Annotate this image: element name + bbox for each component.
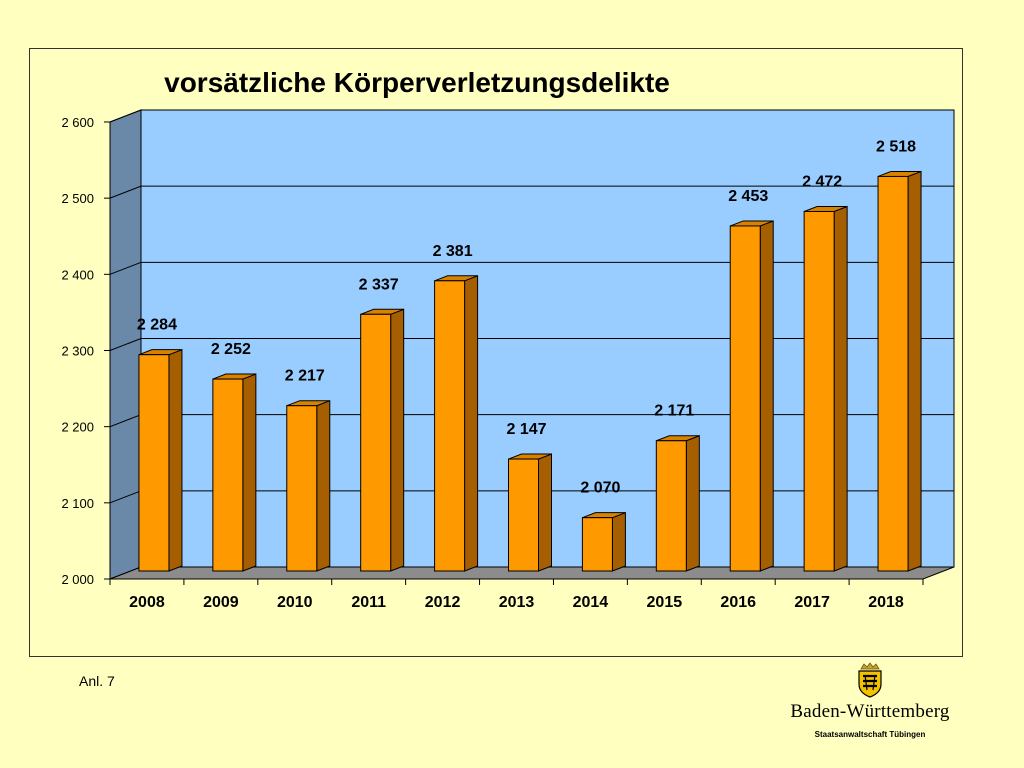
bar — [729, 225, 761, 572]
coat-of-arms-icon — [858, 662, 882, 698]
annex-label: Anl. 7 — [79, 673, 115, 689]
x-tick-label: 2010 — [277, 594, 313, 611]
gridline-side — [109, 414, 142, 428]
gridline-side — [109, 109, 142, 123]
data-label: 2 171 — [654, 403, 694, 420]
x-tick-label: 2017 — [794, 594, 830, 611]
bar — [877, 175, 909, 572]
x-tick-label: 2015 — [647, 594, 683, 611]
bar-side — [759, 220, 774, 572]
bar-side — [685, 435, 700, 572]
data-label: 2 337 — [359, 276, 399, 293]
y-tick-label: 2 200 — [61, 420, 94, 435]
logo-name: Baden-Württemberg — [790, 701, 950, 722]
gridline-side — [109, 185, 142, 199]
chart-title: vorsätzliche Körperverletzungsdelikte — [164, 67, 670, 98]
bar-side — [316, 399, 331, 572]
data-label: 2 252 — [211, 341, 251, 358]
x-tick-label: 2011 — [351, 594, 386, 611]
bar — [360, 313, 392, 572]
bar — [286, 405, 318, 572]
gridline-side — [109, 338, 142, 351]
x-tick-label: 2012 — [425, 594, 461, 611]
x-tick-label: 2014 — [573, 594, 609, 611]
bar-chart: vorsätzliche Körperverletzungsdelikte 2 0… — [61, 67, 955, 611]
data-label: 2 070 — [580, 480, 620, 497]
data-label: 2 518 — [876, 138, 916, 155]
data-label: 2 217 — [285, 368, 325, 385]
data-label: 2 472 — [802, 173, 842, 190]
bar-side — [390, 308, 405, 572]
x-tick-label: 2013 — [499, 594, 535, 611]
x-tick-label: 2016 — [720, 594, 756, 611]
bar — [212, 378, 244, 572]
x-tick-label: 2009 — [203, 594, 239, 611]
bar-side — [611, 511, 626, 572]
state-logo: Baden-Württemberg Staatsanwaltschaft Tüb… — [785, 662, 955, 739]
bar — [508, 458, 539, 572]
data-label: 2 284 — [137, 317, 177, 334]
chart-frame: vorsätzliche Körperverletzungsdelikte 2 0… — [29, 48, 963, 657]
bar-side — [833, 205, 848, 572]
bar — [138, 354, 170, 572]
bar-side — [464, 275, 479, 572]
x-tick-label: 2008 — [129, 594, 165, 611]
bar — [803, 210, 835, 572]
bar-side — [168, 348, 183, 572]
bar — [655, 440, 687, 572]
logo-subtitle: Staatsanwaltschaft Tübingen — [814, 730, 926, 739]
x-tick-label: 2018 — [868, 594, 904, 611]
data-label: 2 381 — [433, 243, 473, 260]
bar — [434, 280, 466, 572]
data-label: 2 453 — [728, 188, 768, 205]
bar-side — [242, 373, 257, 572]
bar-side — [907, 170, 922, 572]
y-tick-label: 2 300 — [61, 343, 94, 358]
bar — [581, 517, 613, 572]
data-label: 2 147 — [506, 421, 546, 438]
y-tick-label: 2 000 — [61, 572, 94, 587]
y-tick-label: 2 400 — [61, 267, 94, 282]
y-tick-label: 2 500 — [61, 191, 94, 206]
y-tick-label: 2 100 — [61, 496, 94, 511]
bar-side — [538, 453, 552, 572]
y-tick-label: 2 600 — [61, 115, 94, 130]
gridline-side — [109, 490, 142, 504]
gridline-side — [109, 261, 142, 275]
